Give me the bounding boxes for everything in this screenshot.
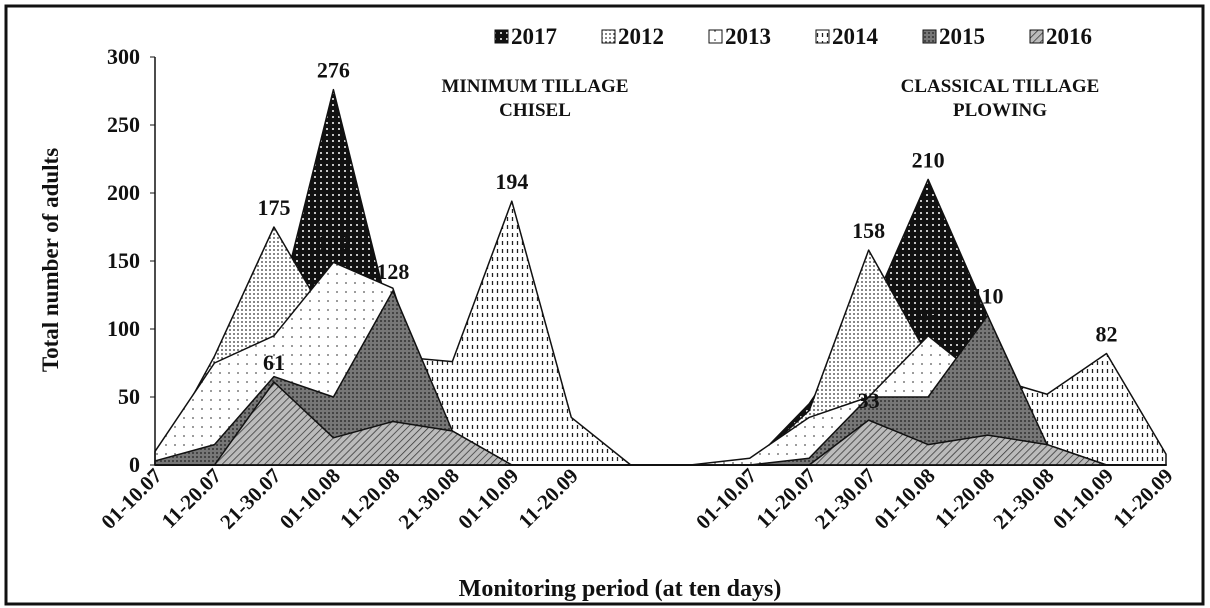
x-tick-label: 11-20.08: [335, 464, 404, 533]
data-label: 95: [917, 304, 939, 329]
data-label: 175: [257, 195, 290, 220]
data-label: 158: [852, 218, 885, 243]
legend-label: 2012: [618, 24, 664, 49]
legend-swatch: [815, 29, 830, 44]
y-tick-label: 100: [107, 316, 140, 341]
legend-swatch: [601, 29, 616, 44]
annotation: CLASSICAL TILLAGE: [901, 76, 1100, 97]
x-tick-label: 11-20.08: [930, 464, 999, 533]
y-tick-label: 250: [107, 112, 140, 137]
x-tick-label: 01-10.08: [275, 464, 345, 534]
y-tick-label: 50: [118, 384, 140, 409]
legend-swatch: [708, 29, 723, 44]
data-label: 194: [495, 169, 528, 194]
x-tick-label: 11-20.09: [1108, 464, 1177, 533]
data-label: 276: [317, 58, 350, 83]
x-tick-label: 21-30.08: [394, 464, 464, 534]
y-tick-label: 200: [107, 180, 140, 205]
legend-label: 2016: [1046, 24, 1092, 49]
y-tick-label: 300: [107, 44, 140, 69]
annotation: PLOWING: [953, 100, 1047, 121]
x-axis-title: Monitoring period (at ten days): [459, 576, 782, 602]
x-tick-label: 01-10.08: [869, 464, 939, 534]
x-tick-label: 21-30.07: [215, 464, 285, 534]
legend-label: 2013: [725, 24, 771, 49]
y-tick-label: 150: [107, 248, 140, 273]
x-tick-label: 21-30.07: [810, 464, 880, 534]
data-label: 149: [317, 230, 350, 255]
legend-swatch: [922, 29, 937, 44]
data-label: 210: [912, 147, 945, 172]
legend-label: 2017: [511, 24, 557, 49]
x-tick-label: 01-10.07: [691, 464, 761, 534]
data-label: 110: [972, 283, 1004, 308]
data-label: 61: [263, 350, 285, 375]
legend-label: 2014: [832, 24, 879, 49]
legend-swatch: [1029, 29, 1044, 44]
legend-label: 2015: [939, 24, 985, 49]
x-tick-label: 21-30.08: [988, 464, 1058, 534]
data-label: 128: [376, 259, 409, 284]
frame: [4, 4, 1205, 606]
x-tick-label: 11-20.07: [157, 464, 226, 533]
annotation: CHISEL: [499, 100, 571, 121]
x-tick-label: 01-10.09: [453, 464, 523, 534]
annotation: MINIMUM TILLAGE: [441, 76, 628, 97]
data-label: 33: [858, 388, 880, 413]
x-tick-label: 11-20.09: [513, 464, 582, 533]
y-tick-label: 0: [129, 452, 140, 477]
y-axis-title: Total number of adults: [38, 148, 63, 372]
data-label: 82: [1096, 321, 1118, 346]
x-tick-label: 11-20.07: [751, 464, 820, 533]
x-tick-label: 01-10.09: [1048, 464, 1118, 534]
legend-swatch: [494, 29, 509, 44]
